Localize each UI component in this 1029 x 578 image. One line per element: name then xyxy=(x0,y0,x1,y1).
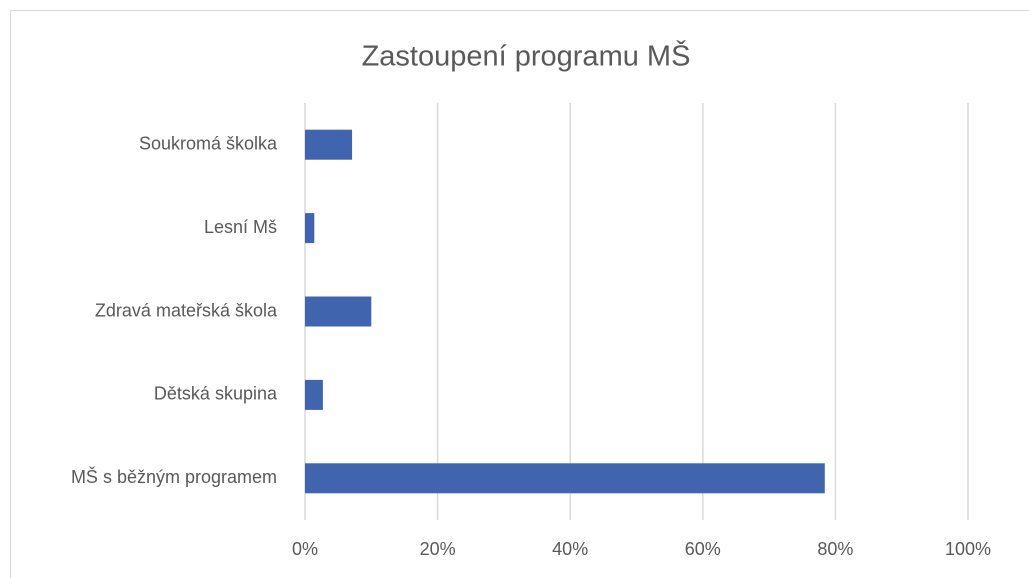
x-tick-label: 60% xyxy=(685,539,721,559)
x-tick-label: 20% xyxy=(420,539,456,559)
y-tick-label: Dětská skupina xyxy=(154,384,278,404)
y-tick-label: Soukromá školka xyxy=(139,133,278,153)
chart-frame xyxy=(10,10,1029,578)
bar xyxy=(305,129,353,160)
y-tick-label: MŠ s běžným programem xyxy=(71,466,277,487)
bar xyxy=(305,463,825,494)
bar xyxy=(305,379,323,410)
bar xyxy=(305,213,315,244)
x-tick-label: 0% xyxy=(292,539,318,559)
y-tick-label: Zdravá mateřská škola xyxy=(95,300,278,320)
chart-title: Zastoupení programu MŠ xyxy=(362,39,691,73)
x-tick-label: 80% xyxy=(817,539,853,559)
x-tick-label: 40% xyxy=(552,539,588,559)
y-tick-label: Lesní Mš xyxy=(204,217,277,237)
x-tick-label: 100% xyxy=(945,539,991,559)
bar xyxy=(305,296,372,327)
